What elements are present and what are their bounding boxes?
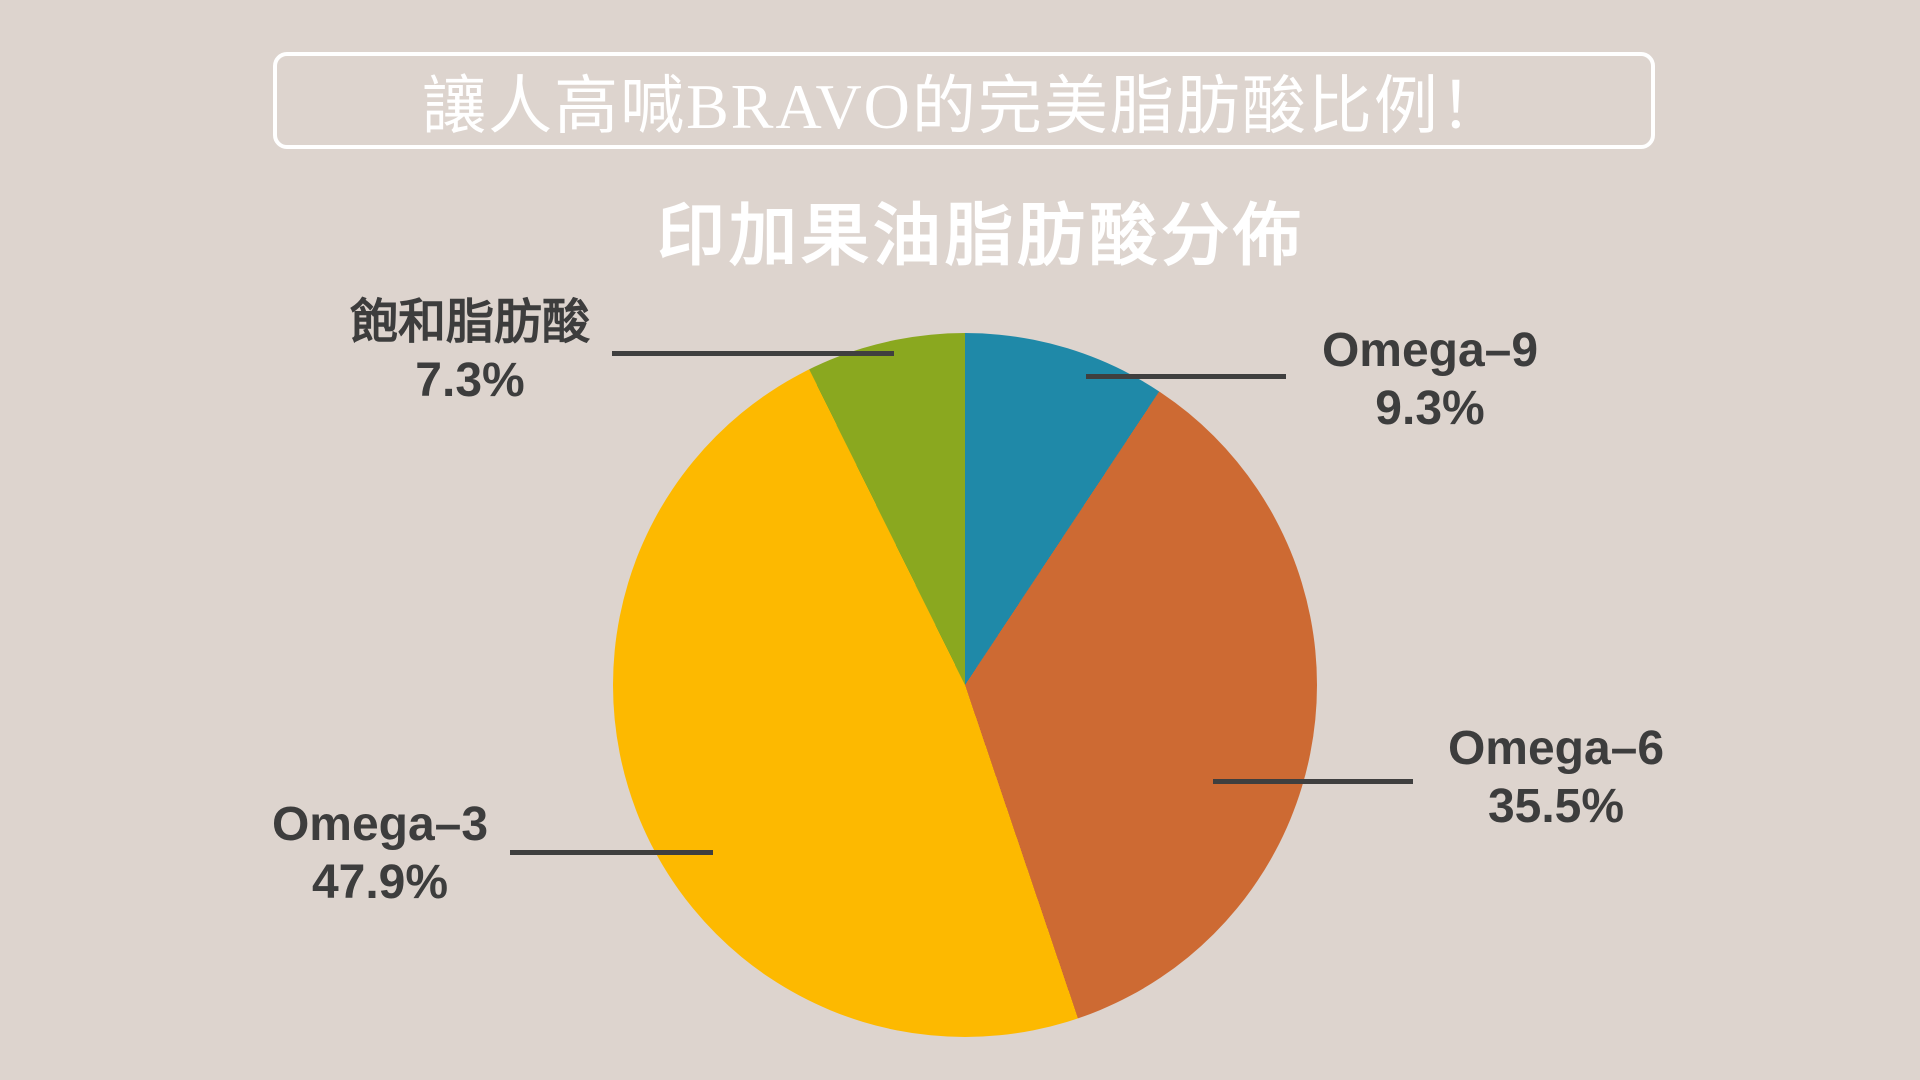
leader-line-omega-3 (510, 850, 713, 855)
page-title: 讓人高喊BRAVO的完美脂肪酸比例！ (422, 70, 1506, 142)
slice-label-omega-9: Omega–9 9.3% (1250, 322, 1610, 437)
slice-label-saturated-fat-value: 7.3% (415, 353, 525, 407)
slice-label-omega-3: Omega–3 47.9% (200, 796, 560, 911)
pie-chart (613, 333, 1317, 1037)
slice-label-omega-9-name: Omega–9 (1321, 324, 1539, 377)
slice-label-saturated-fat-name: 飽和脂肪酸 (349, 296, 590, 349)
slice-label-omega-6: Omega–6 35.5% (1376, 720, 1736, 835)
leader-line-omega-9 (1086, 374, 1286, 379)
slice-label-omega-3-name: Omega–3 (271, 798, 489, 851)
slice-label-omega-6-name: Omega–6 (1447, 722, 1665, 775)
slice-label-saturated-fat: 飽和脂肪酸 7.3% (290, 294, 650, 409)
leader-line-saturated-fat (612, 351, 894, 356)
slice-label-omega-3-value: 47.9% (311, 855, 449, 909)
title-banner: 讓人高喊BRAVO的完美脂肪酸比例！ (273, 52, 1655, 149)
leader-line-omega-6 (1213, 779, 1413, 784)
chart-title: 印加果油脂肪酸分佈 (656, 198, 1305, 274)
slice-label-omega-9-value: 9.3% (1375, 381, 1485, 435)
slice-label-omega-6-value: 35.5% (1487, 779, 1625, 833)
